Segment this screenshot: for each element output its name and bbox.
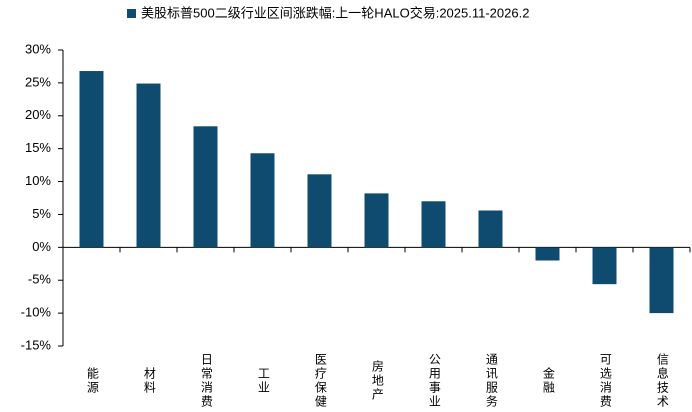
y-tick-label: 5% [32,206,51,221]
x-tick-label: 医疗保健 [313,353,327,409]
y-tick-label: 20% [25,107,51,122]
x-tick-label: 材料 [142,367,156,395]
bar [592,247,617,285]
x-tick-label: 工业 [256,367,270,395]
y-tick-label: -5% [28,272,52,287]
bar [535,247,560,261]
bar [421,201,446,248]
y-tick-label: 25% [25,74,51,89]
bar [478,210,503,248]
y-tick-label: 0% [32,239,51,254]
y-tick-label: 10% [25,173,51,188]
bar [79,71,104,248]
x-tick-label: 可选消费 [598,353,612,409]
bar [250,153,275,248]
y-tick-label: -15% [21,337,52,352]
x-tick-label: 房地产 [370,359,384,402]
x-tick-label: 信息技术 [655,353,669,409]
y-tick-label: -10% [21,305,52,320]
bar [307,174,332,248]
y-tick-label: 15% [25,140,51,155]
x-tick-label: 金融 [541,366,555,395]
x-tick-label: 能源 [85,367,99,395]
bar [364,193,389,248]
x-tick-label: 日常消费 [199,353,213,409]
bar [193,126,218,248]
y-tick-label: 30% [25,41,51,56]
legend-label: 美股标普500二级行业区间涨跌幅:上一轮HALO交易:2025.11-2026.… [141,5,529,20]
legend-swatch [127,9,136,18]
bar [136,83,161,248]
x-tick-label: 通讯服务 [484,353,498,409]
bar [649,247,674,314]
x-tick-label: 公用事业 [427,353,441,409]
